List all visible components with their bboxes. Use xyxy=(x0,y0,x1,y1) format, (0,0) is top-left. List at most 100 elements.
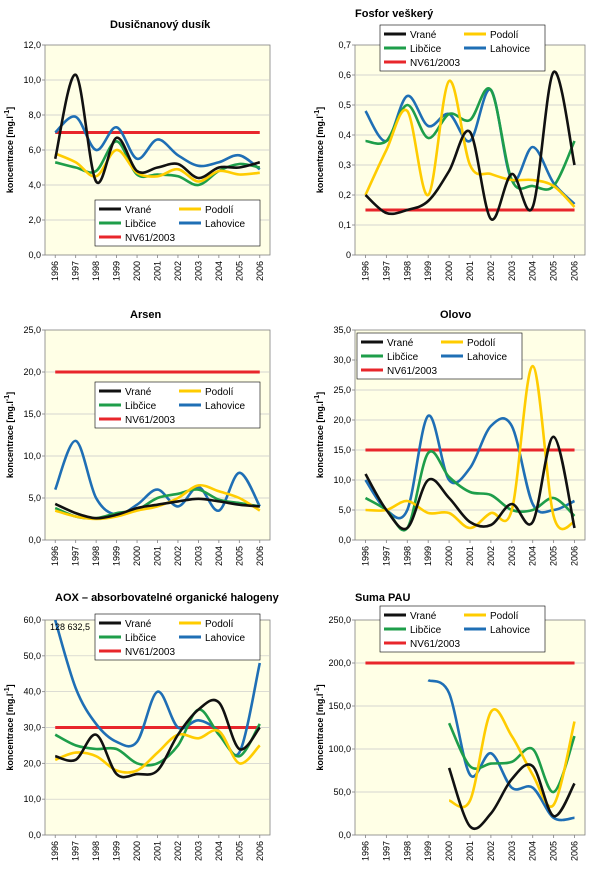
legend-label: Libčice xyxy=(387,352,419,363)
y-axis-label: koncentrace [mg.l-1] xyxy=(314,392,325,478)
legend-label: Libčice xyxy=(125,633,157,644)
legend-box xyxy=(94,381,261,429)
legend-label: Lahovice xyxy=(467,352,507,363)
y-tick-label: 35,0 xyxy=(333,325,351,335)
y-tick-label: 10,0 xyxy=(23,794,41,804)
x-tick-label: 1997 xyxy=(381,261,391,281)
legend: Vrané Podolí Libčice Lahovice NV61/2003 xyxy=(94,381,261,429)
series-libcice-line xyxy=(447,722,576,794)
legend-label: NV61/2003 xyxy=(125,647,175,658)
y-axis-label: koncentrace [mg.l-1] xyxy=(314,107,325,193)
x-tick-label: 1998 xyxy=(402,546,412,566)
legend-label: Libčice xyxy=(410,625,442,636)
x-tick-label: 2002 xyxy=(486,261,496,281)
chart-3: 0,0 5,0 10,0 15,0 20,0 25,0 1996 1997 1998 1999 20… xyxy=(4,309,271,566)
chart-4: 0,0 5,0 10,0 15,0 20,0 25,0 30,0 35,0 1996 1997 19… xyxy=(314,309,586,566)
legend-label: Lahovice xyxy=(205,401,245,412)
y-tick-label: 12,0 xyxy=(23,40,41,50)
x-tick-label: 1997 xyxy=(71,841,81,861)
y-tick-label: 0,0 xyxy=(28,250,41,260)
x-tick-label: 2003 xyxy=(193,841,203,861)
x-tick-label: 2004 xyxy=(528,841,538,861)
x-tick-label: 2003 xyxy=(507,261,517,281)
x-tick-label: 2005 xyxy=(234,546,244,566)
legend: Vrané Podolí Libčice Lahovice NV61/2003 xyxy=(379,24,546,72)
chart-1: 0,0 2,0 4,0 6,0 8,0 10,0 12,0 1996 1997 1998 1999 2… xyxy=(4,19,271,281)
y-tick-label: 0,0 xyxy=(28,830,41,840)
x-tick-label: 1999 xyxy=(423,546,433,566)
x-tick-label: 2001 xyxy=(153,546,163,566)
x-tick-label: 2002 xyxy=(173,261,183,281)
x-tick-label: 2004 xyxy=(214,841,224,861)
plot-area xyxy=(44,329,271,541)
x-tick-label: 2001 xyxy=(465,261,475,281)
x-tick-label: 2005 xyxy=(549,546,559,566)
legend-label: Podolí xyxy=(467,338,496,349)
x-tick-label: 1998 xyxy=(402,841,412,861)
x-tick-label: 1998 xyxy=(91,261,101,281)
y-tick-label: 0,2 xyxy=(338,190,351,200)
x-tick-label: 2004 xyxy=(214,261,224,281)
legend-label: NV61/2003 xyxy=(125,415,175,426)
legend-label: Libčice xyxy=(125,401,157,412)
series-vrane-line xyxy=(364,435,576,531)
x-tick-label: 1996 xyxy=(360,261,370,281)
legend: Vrané Podolí Libčice Lahovice NV61/2003 xyxy=(379,605,546,653)
series-podoli-line xyxy=(54,148,260,183)
legend-label: Vrané xyxy=(125,387,152,398)
y-tick-label: 0,0 xyxy=(338,830,351,840)
y-tick-label: 0,1 xyxy=(338,220,351,230)
y-tick-label: 10,0 xyxy=(333,475,351,485)
x-tick-label: 1997 xyxy=(381,841,391,861)
y-tick-label: 250,0 xyxy=(328,615,351,625)
series-podoli-line xyxy=(54,483,261,521)
chart-title: Dusičnanový dusík xyxy=(110,19,211,31)
legend-box xyxy=(94,199,261,247)
y-tick-label: 2,0 xyxy=(28,215,41,225)
legend: Vrané Podolí Libčice Lahovice NV61/2003 xyxy=(94,613,261,661)
legend-label: Podolí xyxy=(490,611,519,622)
x-tick-label: 1997 xyxy=(71,546,81,566)
legend-label: Lahovice xyxy=(490,44,530,55)
chart-6: 0,0 50,0 100,0 150,0 200,0 250,0 1996 1997 1998 1… xyxy=(314,592,586,861)
y-tick-label: 25,0 xyxy=(23,325,41,335)
legend-label: Vrané xyxy=(410,30,437,41)
y-tick-label: 4,0 xyxy=(28,180,41,190)
x-tick-label: 1999 xyxy=(112,261,122,281)
y-tick-label: 150,0 xyxy=(328,701,351,711)
legend-box xyxy=(379,24,546,72)
legend-box xyxy=(356,332,523,380)
y-tick-label: 100,0 xyxy=(328,744,351,754)
legend-label: Vrané xyxy=(410,611,437,622)
chart-2: 0 0,1 0,2 0,3 0,4 0,5 0,6 0,7 1996 1997 1998 1999 20… xyxy=(314,8,586,281)
y-axis-label: koncentrace [mg.l-1] xyxy=(4,684,15,770)
series-podoli-line xyxy=(365,364,575,531)
y-tick-label: 50,0 xyxy=(333,787,351,797)
legend-label: Podolí xyxy=(205,205,234,216)
x-tick-label: 2002 xyxy=(173,546,183,566)
legend-label: Vrané xyxy=(125,619,152,630)
legend-label: Libčice xyxy=(410,44,442,55)
legend-label: NV61/2003 xyxy=(410,639,460,650)
y-tick-label: 25,0 xyxy=(333,385,351,395)
legend: Vrané Podolí Libčice Lahovice NV61/2003 xyxy=(356,332,523,380)
x-tick-label: 2005 xyxy=(234,261,244,281)
y-tick-label: 30,0 xyxy=(23,723,41,733)
y-tick-label: 0,6 xyxy=(338,70,351,80)
y-tick-label: 10,0 xyxy=(23,451,41,461)
x-tick-label: 2002 xyxy=(173,841,183,861)
series-libcice-line xyxy=(54,708,261,767)
x-tick-label: 2001 xyxy=(153,261,163,281)
x-tick-label: 1996 xyxy=(50,261,60,281)
x-tick-label: 1999 xyxy=(112,546,122,566)
legend-label: NV61/2003 xyxy=(410,58,460,69)
legend-label: Podolí xyxy=(490,30,519,41)
x-tick-label: 2000 xyxy=(132,546,142,566)
plot-area xyxy=(354,44,586,256)
chart-title: Suma PAU xyxy=(355,592,410,604)
x-tick-label: 2004 xyxy=(528,546,538,566)
x-tick-label: 1999 xyxy=(112,841,122,861)
x-tick-label: 2006 xyxy=(255,546,265,566)
y-tick-label: 20,0 xyxy=(23,758,41,768)
